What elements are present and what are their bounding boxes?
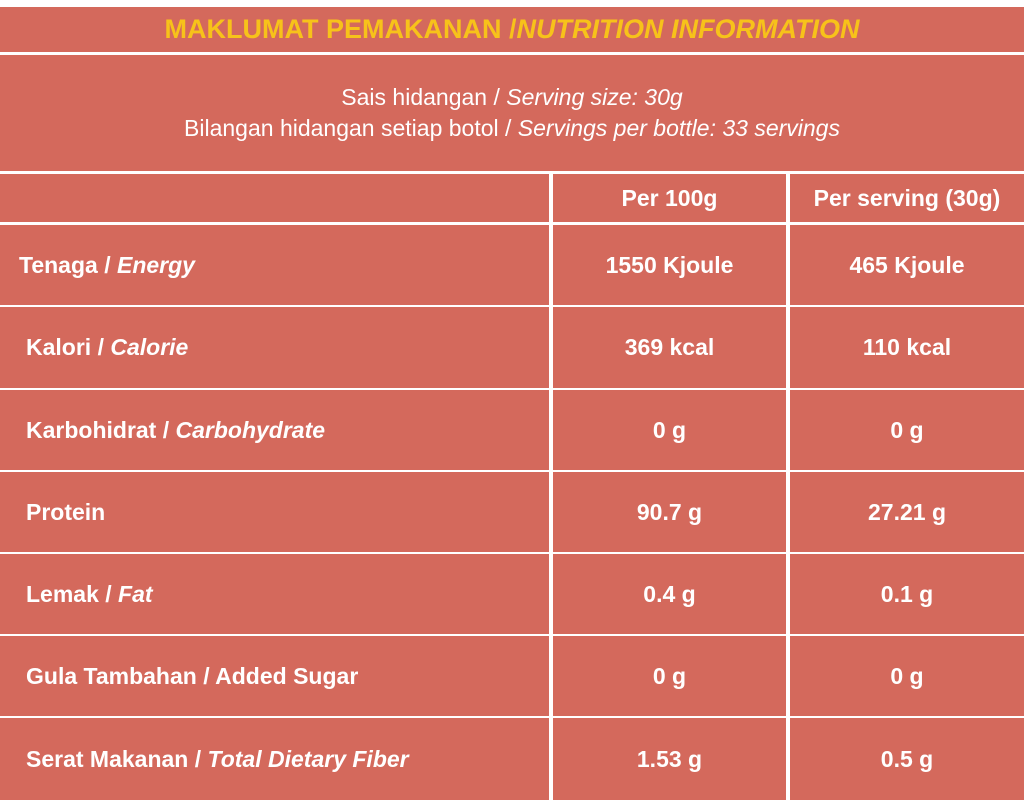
value-per-100g: 0 g	[553, 636, 786, 716]
header-per-serving: Per serving (30g)	[790, 174, 1024, 222]
value-per-100g: 0.4 g	[553, 554, 786, 634]
header-blank	[0, 174, 549, 222]
table-row: Karbohidrat / Carbohydrate 0 g 0 g	[0, 390, 1024, 470]
value-per-serving: 0.5 g	[790, 718, 1024, 800]
nutrient-label: Protein	[0, 472, 549, 552]
nutrient-name-english: Total Dietary Fiber	[207, 745, 409, 772]
serving-size-english: Serving size: 30g	[506, 84, 683, 110]
nutrient-name-malay: Karbohidrat /	[26, 416, 176, 443]
nutrient-name-english: Energy	[117, 251, 195, 278]
nutrient-label: Lemak / Fat	[0, 554, 549, 634]
nutrient-name-malay: Serat Makanan /	[26, 745, 208, 772]
table-row: Lemak / Fat 0.4 g 0.1 g	[0, 554, 1024, 634]
nutrient-label: Karbohidrat / Carbohydrate	[0, 390, 549, 470]
value-per-serving: 0 g	[790, 390, 1024, 470]
title-malay: MAKLUMAT PEMAKANAN /	[164, 14, 517, 44]
table-row: Serat Makanan / Total Dietary Fiber 1.53…	[0, 718, 1024, 800]
nutrient-name-english: Carbohydrate	[175, 416, 326, 443]
table-row: Protein 90.7 g 27.21 g	[0, 472, 1024, 552]
serving-size: Sais hidangan / Serving size: 30g	[341, 82, 682, 113]
value-per-serving: 110 kcal	[790, 307, 1024, 388]
nutrient-name-malay: Lemak /	[26, 580, 119, 607]
value-per-serving: 27.21 g	[790, 472, 1024, 552]
serving-info: Sais hidangan / Serving size: 30g Bilang…	[0, 55, 1024, 171]
value-per-100g: 0 g	[553, 390, 786, 470]
serving-size-malay: Sais hidangan /	[341, 84, 507, 110]
table-header: Per 100g Per serving (30g)	[0, 174, 1024, 222]
nutrient-label: Kalori / Calorie	[0, 307, 549, 388]
value-per-serving: 465 Kjoule	[790, 225, 1024, 305]
value-per-100g: 90.7 g	[553, 472, 786, 552]
nutrient-name-malay: Protein	[26, 498, 106, 525]
value-per-100g: 369 kcal	[553, 307, 786, 388]
table-row: Tenaga / Energy 1550 Kjoule 465 Kjoule	[0, 225, 1024, 305]
header-per-100g: Per 100g	[553, 174, 786, 222]
servings-count-malay: Bilangan hidangan setiap botol /	[184, 115, 518, 141]
value-per-serving: 0 g	[790, 636, 1024, 716]
nutrient-name-malay: Gula Tambahan / Added Sugar	[26, 662, 359, 689]
nutrition-title: MAKLUMAT PEMAKANAN / NUTRITION INFORMATI…	[0, 7, 1024, 52]
servings-per-bottle: Bilangan hidangan setiap botol / Serving…	[184, 113, 840, 144]
table-row: Kalori / Calorie 369 kcal 110 kcal	[0, 307, 1024, 388]
nutrient-label: Gula Tambahan / Added Sugar	[0, 636, 549, 716]
nutrient-label: Serat Makanan / Total Dietary Fiber	[0, 718, 549, 800]
title-english: NUTRITION INFORMATION	[516, 14, 860, 44]
table-row: Gula Tambahan / Added Sugar 0 g 0 g	[0, 636, 1024, 716]
servings-count-english: Servings per bottle: 33 servings	[517, 115, 840, 141]
nutrient-label: Tenaga / Energy	[0, 225, 549, 305]
nutrient-name-malay: Tenaga /	[19, 251, 117, 278]
nutrient-name-malay: Kalori /	[26, 334, 111, 360]
value-per-100g: 1550 Kjoule	[553, 225, 786, 305]
nutrient-name-english: Fat	[118, 580, 153, 607]
value-per-100g: 1.53 g	[553, 718, 786, 800]
value-per-serving: 0.1 g	[790, 554, 1024, 634]
nutrient-name-english: Calorie	[110, 334, 189, 360]
